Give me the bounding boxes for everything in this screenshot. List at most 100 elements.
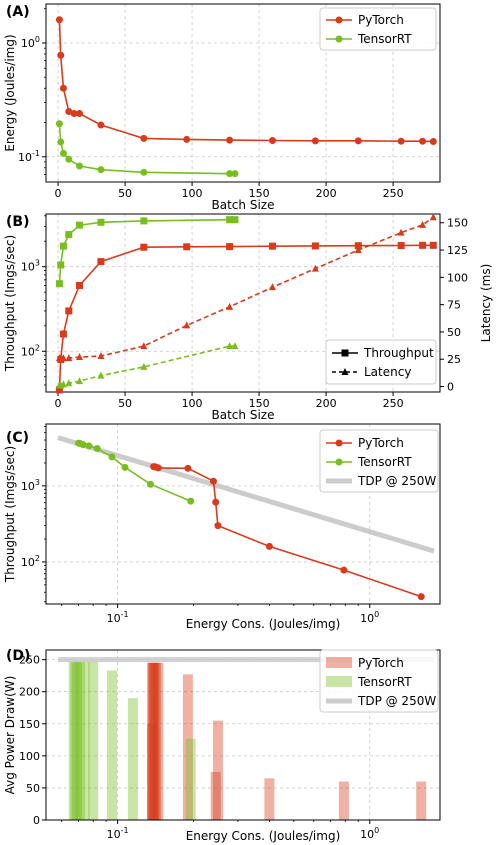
x-axis-label: Energy Cons. (Joules/img) <box>186 829 341 843</box>
data-point <box>65 307 73 315</box>
data-point <box>97 258 105 266</box>
data-point <box>76 281 84 289</box>
data-point <box>140 134 148 142</box>
legend-label: PyTorch <box>358 13 404 27</box>
y-tick-label: 200 <box>19 686 40 699</box>
y-tick-label: 103 <box>21 478 40 493</box>
y-tick-label: 250 <box>19 654 40 667</box>
data-point <box>108 453 116 461</box>
data-point <box>226 136 234 144</box>
data-point <box>209 477 217 485</box>
data-point <box>429 241 437 249</box>
data-point <box>419 241 427 249</box>
series-line-tdp <box>57 435 435 554</box>
bar <box>70 660 81 820</box>
x-tick-label: 10-1 <box>107 826 129 841</box>
bar <box>79 660 90 820</box>
data-point <box>226 170 234 178</box>
x-tick-label: 50 <box>118 187 132 200</box>
bar <box>147 662 158 820</box>
data-point <box>146 480 154 488</box>
series-line-tensorrt-latency <box>59 345 235 387</box>
data-point <box>55 386 63 394</box>
bar <box>264 778 275 820</box>
bar <box>68 660 79 820</box>
data-point <box>59 149 67 157</box>
y-axis-label: Energy (Joules/img) <box>3 34 17 151</box>
x-tick-label: 10-1 <box>107 610 129 625</box>
data-point <box>55 280 63 288</box>
data-point <box>76 221 84 229</box>
data-point <box>57 138 65 146</box>
bar <box>147 662 158 820</box>
data-point <box>226 302 234 310</box>
bar <box>106 670 117 820</box>
data-point <box>268 136 276 144</box>
data-point <box>93 444 101 452</box>
data-point <box>55 16 63 24</box>
x-axis-label: Energy Cons. (Joules/img) <box>186 617 341 631</box>
x-tick-label: 100 <box>182 397 203 410</box>
data-point <box>354 246 362 254</box>
data-point <box>226 342 234 350</box>
y2-tick-label: 50 <box>447 326 461 339</box>
data-point <box>311 242 319 250</box>
data-point <box>70 109 78 117</box>
data-point <box>97 351 105 359</box>
data-point <box>231 342 239 350</box>
x-tick-label: 200 <box>316 187 337 200</box>
legend-label: TensorRT <box>357 32 412 46</box>
legend-label: PyTorch <box>358 436 404 450</box>
bar <box>212 720 223 820</box>
data-point <box>65 107 73 115</box>
data-point <box>226 216 234 224</box>
legend-marker <box>341 349 349 357</box>
plot-frame <box>45 3 441 183</box>
y2-tick-label: 100 <box>447 271 468 284</box>
y2-tick-label: 75 <box>447 299 461 312</box>
bar <box>88 660 99 820</box>
bar <box>127 698 138 820</box>
y-axis-label: Throughput (Imgs/sec) <box>3 446 17 583</box>
data-point <box>419 220 427 228</box>
data-point <box>65 379 73 387</box>
series-line-pytorch-latency <box>59 216 434 359</box>
x-tick-label: 100 <box>360 610 379 625</box>
bar <box>182 674 193 820</box>
legend-label: Latency <box>364 365 411 379</box>
data-point <box>397 137 405 145</box>
legend-swatch <box>326 657 352 668</box>
legend-label: PyTorch <box>358 656 404 670</box>
data-point <box>97 121 105 129</box>
legend <box>325 339 437 385</box>
data-point <box>268 283 276 291</box>
data-point <box>57 261 65 269</box>
data-point <box>419 137 427 145</box>
bar <box>148 662 159 820</box>
data-point <box>59 380 67 388</box>
x-tick-label: 0 <box>55 187 62 200</box>
panel-label: (C) <box>6 430 29 446</box>
bar <box>71 660 82 820</box>
y2-tick-label: 150 <box>447 217 468 230</box>
x-axis-label: Batch Size <box>212 198 275 212</box>
data-point <box>268 242 276 250</box>
data-point <box>140 342 148 350</box>
data-point <box>397 228 405 236</box>
data-point <box>65 231 73 239</box>
data-point <box>354 137 362 145</box>
bar <box>210 771 221 820</box>
data-point <box>55 120 63 128</box>
data-point <box>97 371 105 379</box>
data-point <box>59 330 67 338</box>
data-point <box>429 138 437 146</box>
x-tick-label: 50 <box>118 397 132 410</box>
legend-marker <box>335 16 343 24</box>
bar <box>185 738 196 820</box>
legend-marker <box>335 439 343 447</box>
data-point <box>140 243 148 251</box>
legend-label: TensorRT <box>357 455 412 469</box>
data-point <box>57 51 65 59</box>
bar <box>416 781 427 820</box>
